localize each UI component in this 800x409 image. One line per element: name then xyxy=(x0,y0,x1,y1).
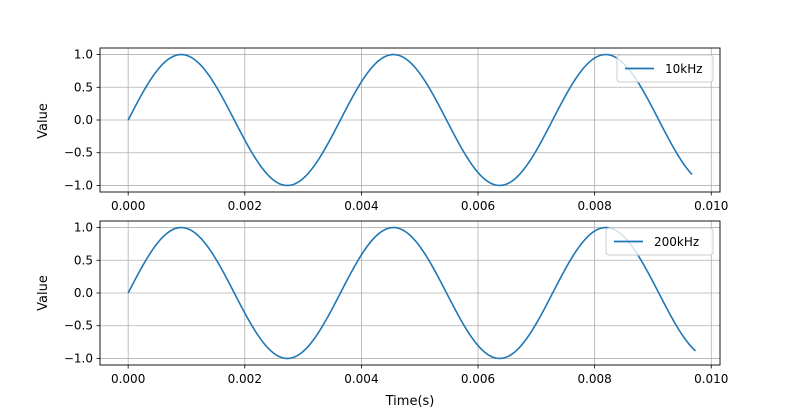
x-tick-label: 0.002 xyxy=(228,199,262,213)
x-tick-label: 0.000 xyxy=(111,372,145,386)
y-tick-label: −1.0 xyxy=(64,178,93,192)
y-tick-label: −0.5 xyxy=(64,319,93,333)
subplot-200khz: 0.000 0.002 0.004 0.006 0.008 0.010 1.0 … xyxy=(36,221,728,409)
legend-box xyxy=(605,227,714,256)
x-tick-labels: 0.000 0.002 0.004 0.006 0.008 0.010 xyxy=(111,199,728,213)
x-tick-label: 0.008 xyxy=(577,372,611,386)
legend-label: 10kHz xyxy=(665,62,703,76)
y-tick-label: 0.5 xyxy=(74,80,93,94)
legend: 10kHz xyxy=(616,54,714,83)
series-line-10khz xyxy=(127,53,693,187)
y-tick-label: 1.0 xyxy=(74,48,93,62)
y-tick-labels: 1.0 0.5 0.0 −0.5 −1.0 xyxy=(64,48,93,193)
y-tick-label: 0.0 xyxy=(74,113,93,127)
x-tick-label: 0.000 xyxy=(111,199,145,213)
x-tick-label: 0.002 xyxy=(228,372,262,386)
x-tick-label: 0.010 xyxy=(694,372,728,386)
x-tick-label: 0.006 xyxy=(461,372,495,386)
legend-label: 200kHz xyxy=(654,235,699,249)
subplot-10khz: 0.000 0.002 0.004 0.006 0.008 0.010 1.0 … xyxy=(36,48,728,213)
y-tick-labels: 1.0 0.5 0.0 −0.5 −1.0 xyxy=(64,221,93,366)
y-axis-label: Value xyxy=(36,275,51,311)
legend: 200kHz xyxy=(605,227,714,256)
x-tick-label: 0.008 xyxy=(577,199,611,213)
legend-box xyxy=(616,54,714,83)
x-tick-label: 0.006 xyxy=(461,199,495,213)
x-tick-label: 0.010 xyxy=(694,199,728,213)
tick-marks xyxy=(96,54,712,196)
tick-marks xyxy=(96,227,712,369)
y-tick-label: −1.0 xyxy=(64,351,93,365)
x-tick-labels: 0.000 0.002 0.004 0.006 0.008 0.010 xyxy=(111,372,728,386)
y-tick-label: 0.0 xyxy=(74,286,93,300)
x-axis-label: Time(s) xyxy=(385,394,435,409)
x-tick-label: 0.004 xyxy=(344,199,378,213)
y-axis-label: Value xyxy=(36,103,51,139)
grid-lines xyxy=(100,48,720,192)
y-tick-label: 0.5 xyxy=(74,253,93,267)
series-line-200khz xyxy=(127,226,697,360)
y-tick-label: 1.0 xyxy=(74,221,93,235)
x-tick-label: 0.004 xyxy=(344,372,378,386)
y-tick-label: −0.5 xyxy=(64,146,93,160)
